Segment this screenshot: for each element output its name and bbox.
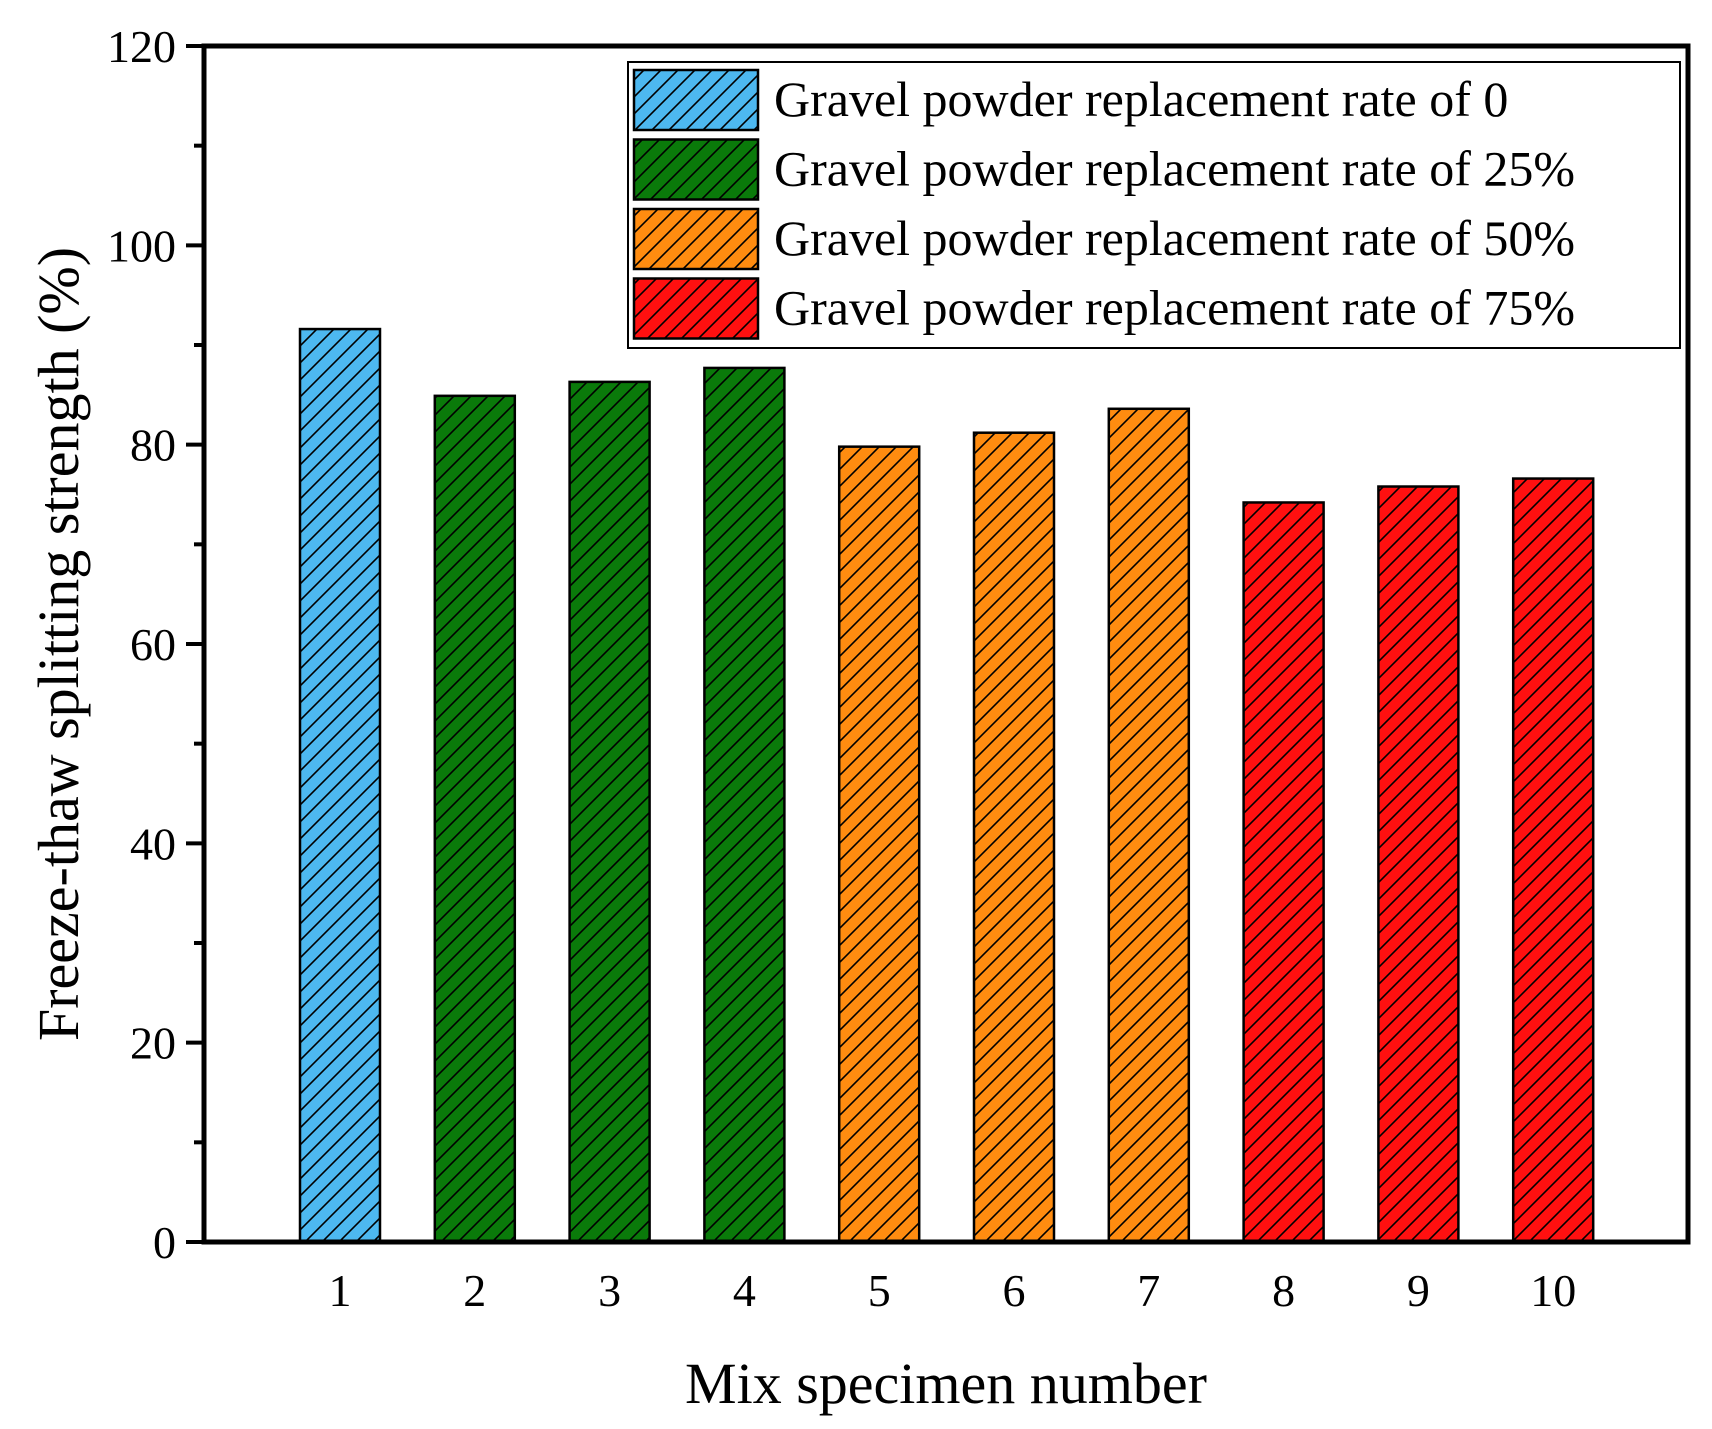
y-axis-title: Freeze-thaw splitting strength (%) [26, 247, 91, 1041]
x-tick-label: 8 [1272, 1265, 1295, 1316]
legend-label: Gravel powder replacement rate of 0 [774, 71, 1508, 127]
y-tick-label: 100 [107, 220, 176, 271]
bar-3 [568, 380, 651, 1244]
y-tick-label: 120 [107, 21, 176, 72]
bar-6 [972, 431, 1056, 1244]
x-tick-label: 2 [463, 1265, 486, 1316]
y-tick-label: 0 [153, 1217, 176, 1268]
x-tick-label: 6 [1003, 1265, 1026, 1316]
x-tick-label: 1 [329, 1265, 352, 1316]
legend-swatch [632, 68, 760, 132]
bar-8 [1242, 501, 1325, 1244]
bar-1 [298, 327, 382, 1244]
bar-10 [1511, 477, 1595, 1244]
y-tick-label: 20 [130, 1018, 176, 1069]
legend-frame [627, 61, 1681, 349]
x-axis: 1 2 3 4 5 6 7 8 9 10 [329, 1265, 1577, 1316]
x-tick-label: 3 [598, 1265, 621, 1316]
x-tick-label: 4 [733, 1265, 756, 1316]
x-tick-label: 9 [1407, 1265, 1430, 1316]
bar-9 [1377, 485, 1460, 1244]
x-tick-label: 7 [1137, 1265, 1160, 1316]
bar-2 [433, 394, 517, 1244]
legend-swatch [632, 138, 760, 201]
bar-7 [1107, 407, 1191, 1244]
y-tick-label: 40 [130, 818, 176, 869]
x-axis-title: Mix specimen number [685, 1351, 1207, 1416]
legend-label: Gravel powder replacement rate of 25% [774, 141, 1575, 197]
legend-swatch [632, 207, 760, 271]
legend-label: Gravel powder replacement rate of 75% [774, 280, 1575, 336]
legend-label: Gravel powder replacement rate of 50% [774, 210, 1575, 266]
y-axis: 0 20 40 60 80 100 120 [107, 21, 204, 1268]
y-tick-label: 60 [130, 619, 176, 670]
bar-5 [837, 445, 921, 1244]
y-tick-label: 80 [130, 420, 176, 471]
legend: Gravel powder replacement rate of 0 Grave… [627, 61, 1681, 349]
bar-4 [703, 366, 786, 1244]
x-tick-label: 10 [1530, 1265, 1576, 1316]
legend-swatch [632, 277, 760, 340]
bars-layer [298, 327, 1595, 1244]
x-tick-label: 5 [868, 1265, 891, 1316]
